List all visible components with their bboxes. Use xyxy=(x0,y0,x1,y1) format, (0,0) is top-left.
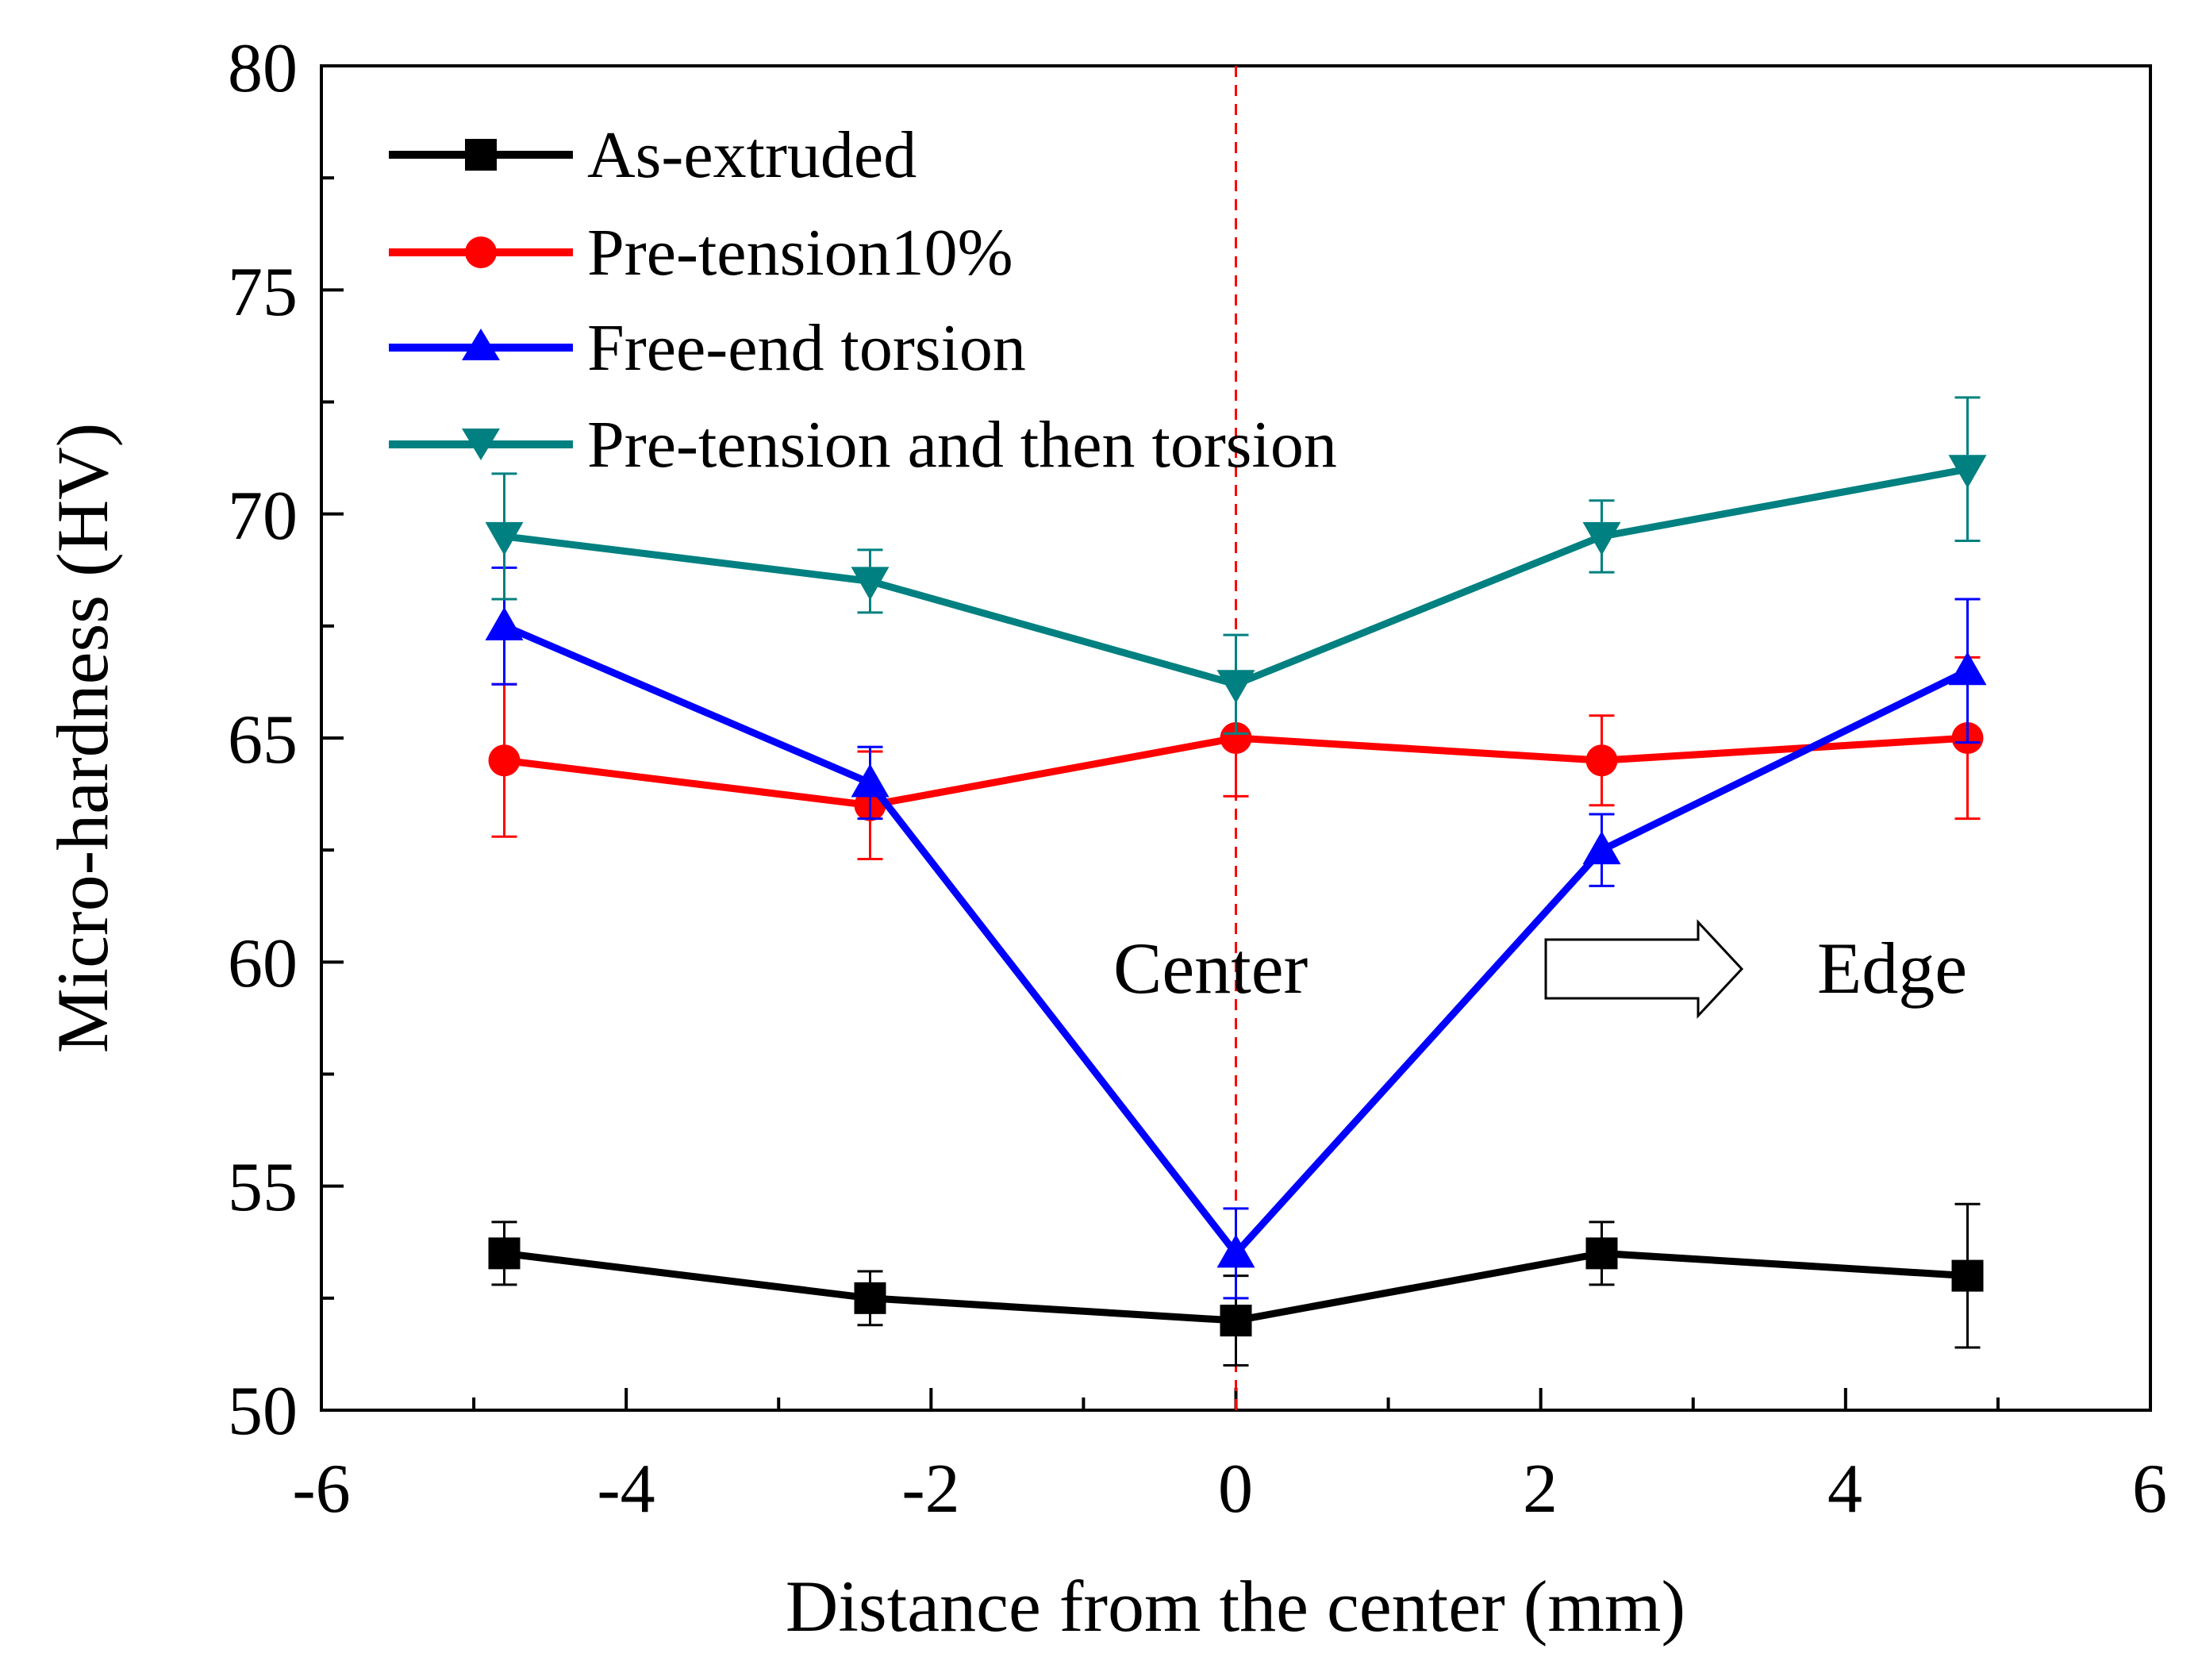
x-tick-label: 0 xyxy=(1218,1451,1253,1528)
legend-label: Pre-tension10% xyxy=(587,216,1013,290)
legend-circle-marker xyxy=(465,236,497,268)
data-point-square xyxy=(1585,1237,1618,1270)
x-tick-label: 4 xyxy=(1827,1451,1862,1528)
data-point-triangle-up xyxy=(1582,831,1621,865)
legend-label: As-extruded xyxy=(587,118,917,192)
arrow-right-icon xyxy=(1544,919,1744,1019)
data-point-triangle-up xyxy=(1948,652,1987,686)
legend-item: Pre-tension10% xyxy=(389,216,1013,290)
data-point-circle xyxy=(488,744,521,777)
x-tick-label: 2 xyxy=(1523,1451,1558,1528)
data-point-triangle-down xyxy=(1948,455,1987,489)
data-point-circle xyxy=(1585,744,1618,777)
data-point-square xyxy=(1220,1305,1252,1337)
y-tick-label: 55 xyxy=(228,1149,298,1226)
series-group xyxy=(485,396,1987,1367)
axis-ticks xyxy=(320,64,2152,1412)
y-tick-label: 75 xyxy=(228,254,298,331)
y-tick-label: 70 xyxy=(228,478,298,555)
data-point-square xyxy=(854,1282,886,1314)
legend-triangle-up-marker xyxy=(462,329,500,360)
x-tick-label: -6 xyxy=(292,1451,350,1528)
y-tick-label: 80 xyxy=(228,30,298,107)
series xyxy=(488,655,1984,860)
data-point-triangle-up xyxy=(851,763,890,798)
legend-item: Pre-tension and then torsion xyxy=(389,408,1337,482)
data-point-triangle-down xyxy=(1582,521,1621,556)
x-tick-label: -2 xyxy=(901,1451,959,1528)
x-axis-title: Distance from the center (mm) xyxy=(786,1566,1685,1647)
x-tick-label: 6 xyxy=(2132,1451,2167,1528)
data-point-square xyxy=(488,1237,521,1270)
series xyxy=(485,396,1987,735)
data-point-triangle-down xyxy=(1216,670,1255,704)
y-tick-label: 50 xyxy=(228,1373,298,1450)
series xyxy=(488,1202,1984,1367)
legend-item: As-extruded xyxy=(389,118,917,192)
y-axis-title: Micro-hardness (HV) xyxy=(42,423,123,1054)
y-tick-label: 65 xyxy=(228,702,298,778)
data-point-triangle-down xyxy=(485,521,524,556)
x-tick-label: -4 xyxy=(597,1451,655,1528)
legend-triangle-down-marker xyxy=(462,429,500,460)
data-point-triangle-up xyxy=(1216,1234,1255,1268)
y-tick-label: 60 xyxy=(228,925,298,1002)
data-point-square xyxy=(1951,1259,1984,1292)
center-annotation: Center xyxy=(1113,928,1308,1009)
y-tick-labels: 50 55 60 65 70 75 80 xyxy=(228,30,298,1450)
edge-annotation: Edge xyxy=(1817,928,1967,1009)
legend: As-extruded Pre-tension10% Free-end tors… xyxy=(389,118,1337,482)
legend-label: Pre-tension and then torsion xyxy=(587,408,1337,482)
x-tick-labels: -6 -4 -2 0 2 4 6 xyxy=(292,1451,2167,1528)
data-point-triangle-down xyxy=(851,567,890,601)
legend-square-marker xyxy=(465,139,497,171)
legend-item: Free-end torsion xyxy=(389,311,1026,385)
data-point-circle xyxy=(1220,722,1252,754)
data-point-triangle-up xyxy=(485,606,524,640)
legend-label: Free-end torsion xyxy=(587,311,1026,385)
